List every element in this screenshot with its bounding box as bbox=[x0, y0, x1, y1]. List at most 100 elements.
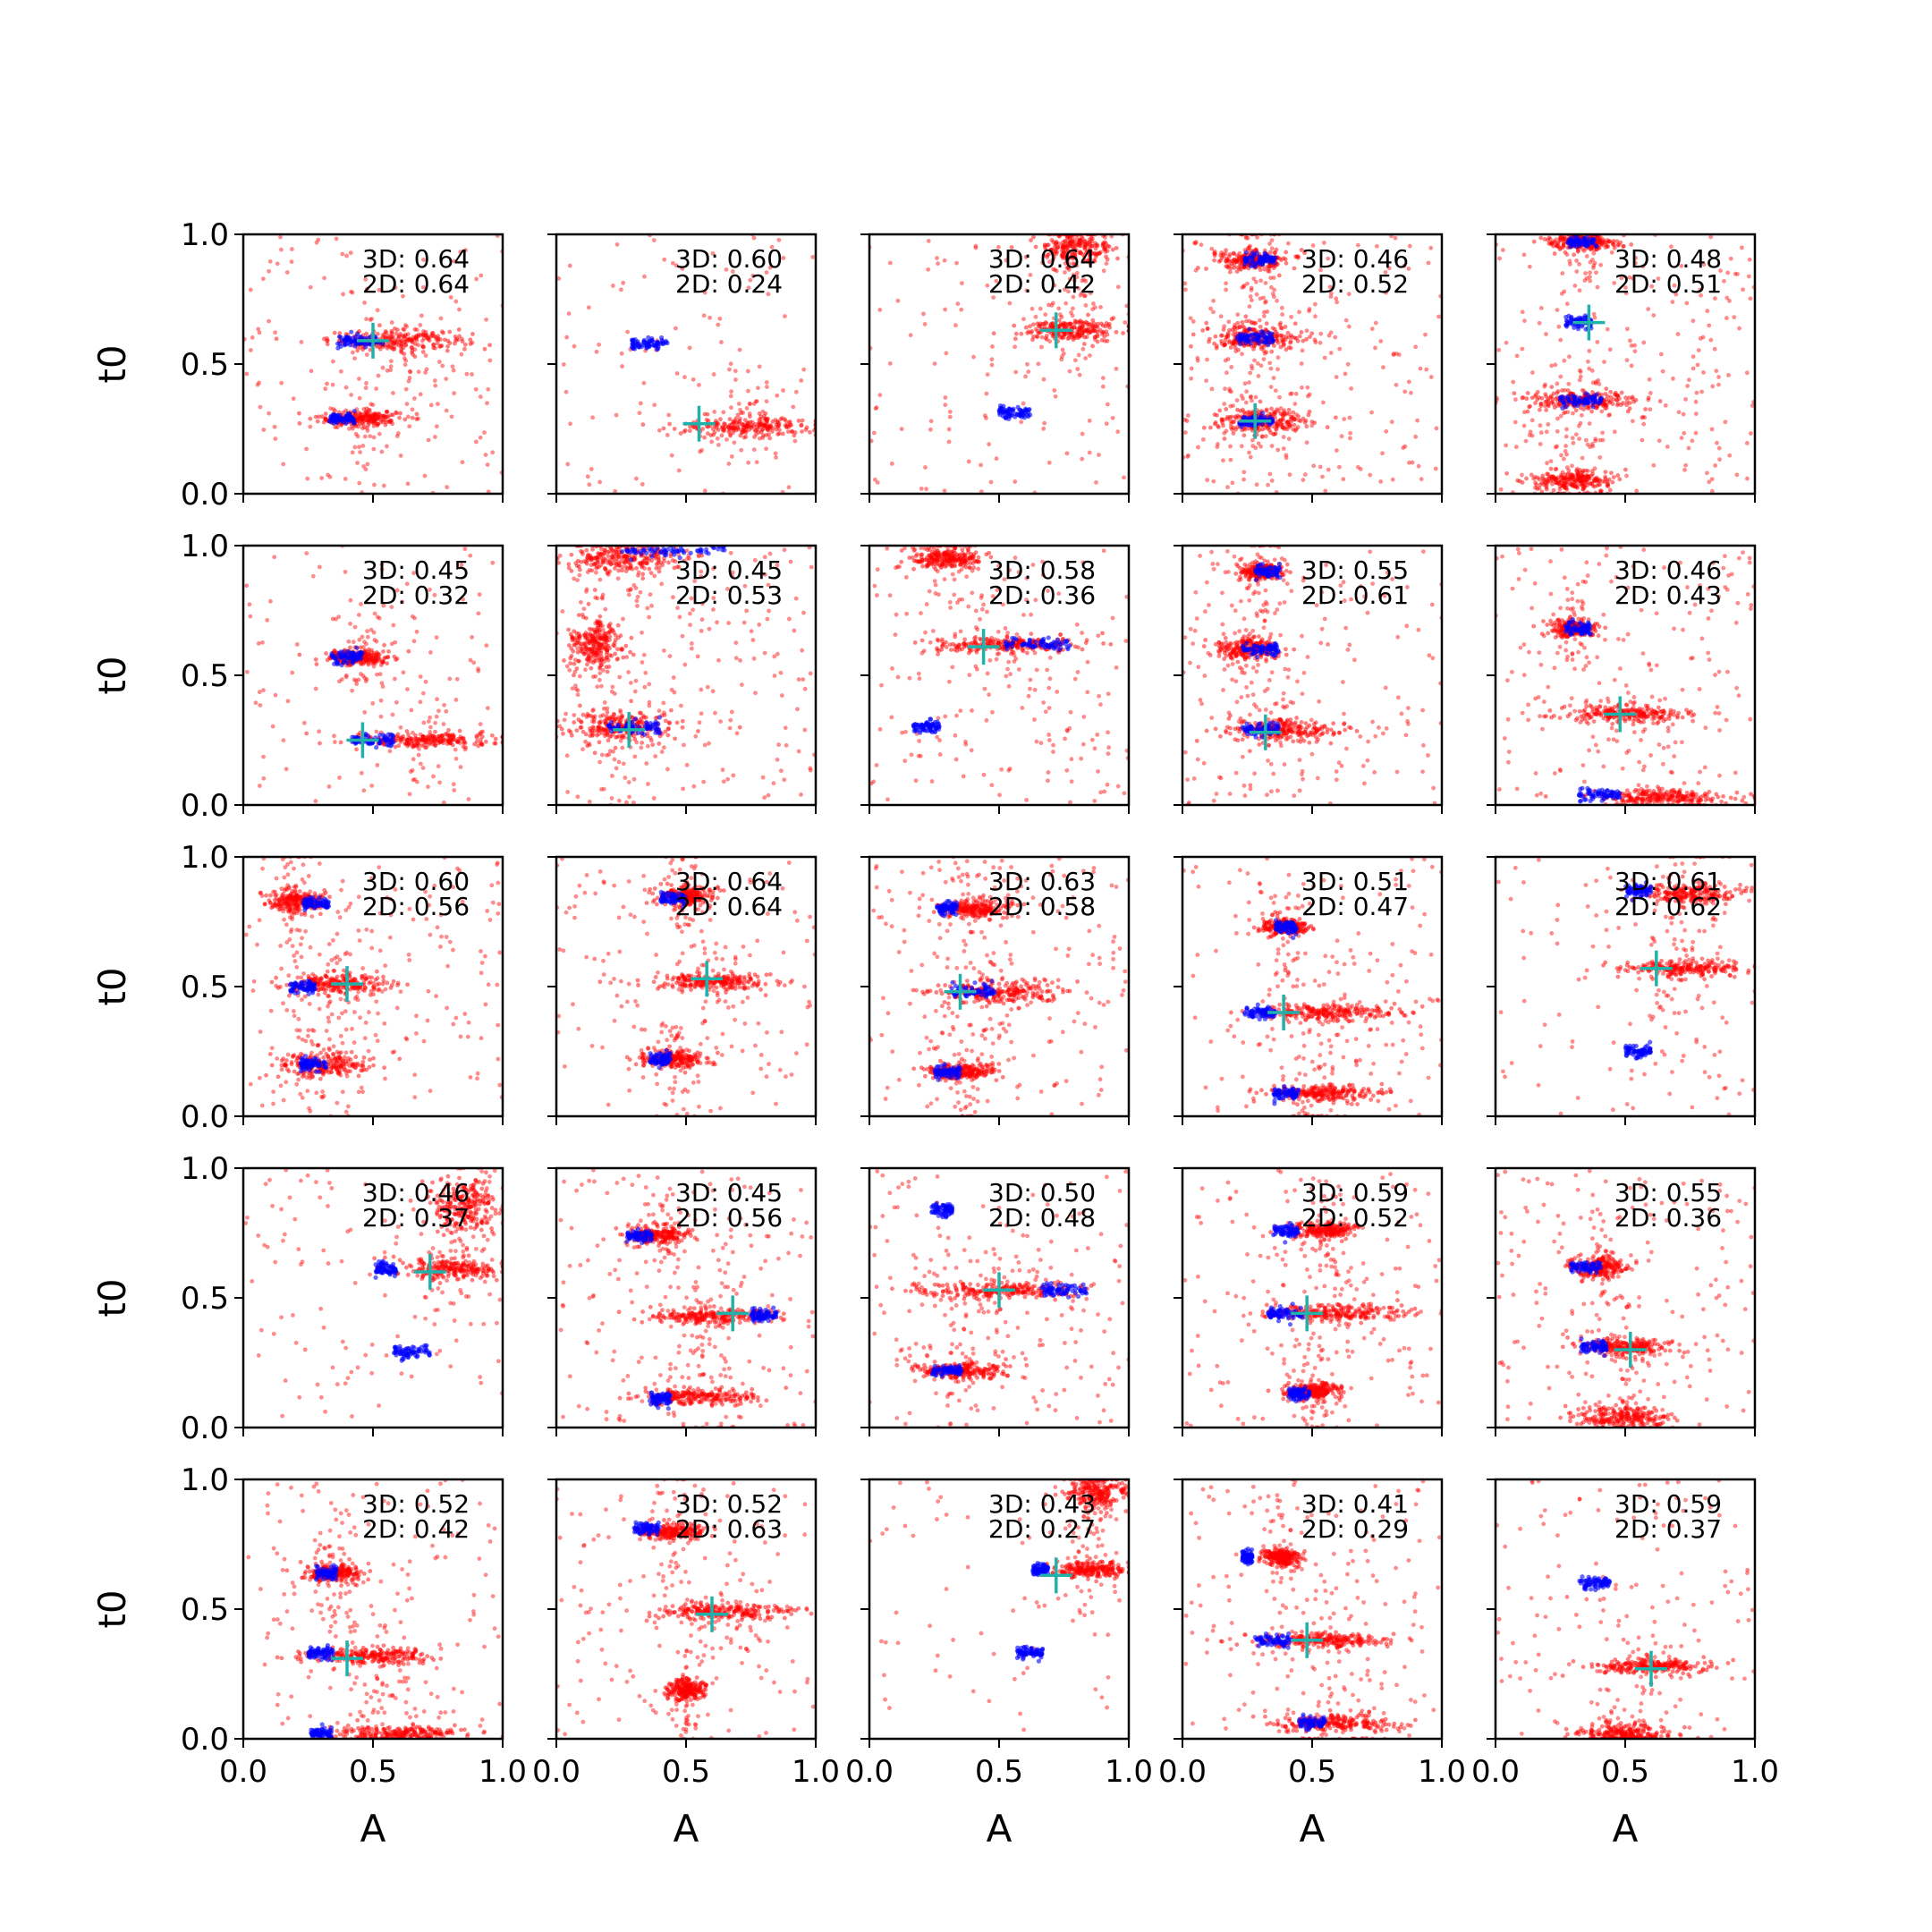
red-sample-point bbox=[670, 260, 675, 266]
red-sample-point bbox=[489, 733, 495, 738]
red-sample-point bbox=[321, 336, 326, 342]
red-sample-point bbox=[1200, 328, 1206, 333]
red-sample-point bbox=[1607, 412, 1613, 418]
red-sample-point bbox=[1074, 270, 1080, 275]
red-sample-point bbox=[1709, 477, 1715, 482]
red-sample-point bbox=[420, 766, 426, 770]
blue-sample-point bbox=[646, 339, 651, 344]
red-sample-point bbox=[1207, 339, 1211, 344]
red-sample-point bbox=[431, 342, 436, 347]
red-sample-point bbox=[944, 351, 949, 356]
red-sample-point bbox=[1611, 475, 1616, 479]
red-sample-point bbox=[1574, 269, 1580, 274]
red-sample-point bbox=[1537, 407, 1542, 412]
red-sample-point bbox=[348, 621, 352, 626]
red-sample-point bbox=[386, 414, 391, 419]
red-sample-point bbox=[1670, 300, 1675, 304]
red-sample-point bbox=[428, 650, 433, 655]
red-sample-point bbox=[416, 752, 421, 758]
red-sample-point bbox=[1339, 434, 1344, 439]
red-sample-point bbox=[1091, 321, 1097, 326]
red-sample-point bbox=[462, 547, 468, 552]
red-sample-point bbox=[691, 377, 696, 382]
red-sample-point bbox=[1081, 293, 1087, 299]
red-sample-point bbox=[1288, 339, 1293, 343]
red-sample-point bbox=[1300, 348, 1305, 353]
red-sample-point bbox=[408, 369, 413, 375]
red-sample-point bbox=[740, 422, 745, 428]
red-sample-point bbox=[676, 468, 682, 473]
red-sample-point bbox=[625, 329, 630, 335]
red-sample-point bbox=[803, 428, 809, 432]
red-sample-point bbox=[1241, 470, 1247, 475]
red-sample-point bbox=[349, 393, 353, 397]
red-sample-point bbox=[453, 747, 458, 752]
red-sample-point bbox=[887, 260, 893, 266]
red-sample-point bbox=[1744, 441, 1750, 445]
blue-sample-point bbox=[1562, 395, 1567, 401]
red-sample-point bbox=[1335, 448, 1339, 453]
red-sample-point bbox=[1080, 321, 1086, 326]
red-sample-point bbox=[380, 418, 386, 423]
red-sample-point bbox=[1520, 472, 1524, 478]
red-sample-point bbox=[778, 417, 784, 422]
red-sample-point bbox=[1750, 403, 1755, 408]
red-sample-point bbox=[1527, 264, 1532, 269]
red-sample-point bbox=[468, 553, 473, 558]
red-sample-point bbox=[1590, 380, 1596, 386]
red-sample-point bbox=[291, 396, 296, 402]
red-sample-point bbox=[1707, 479, 1712, 485]
red-sample-point bbox=[389, 331, 394, 336]
red-sample-point bbox=[1268, 284, 1274, 290]
red-sample-point bbox=[1104, 421, 1109, 427]
red-sample-point bbox=[1590, 390, 1595, 394]
red-sample-point bbox=[1247, 245, 1252, 250]
red-sample-point bbox=[1004, 258, 1009, 263]
red-sample-point bbox=[1545, 480, 1550, 485]
red-sample-point bbox=[1241, 477, 1247, 482]
red-sample-point bbox=[1648, 391, 1653, 395]
red-sample-point bbox=[493, 741, 498, 746]
red-sample-point bbox=[1318, 331, 1324, 336]
red-sample-point bbox=[1282, 342, 1287, 347]
blue-sample-point bbox=[647, 343, 652, 349]
red-sample-point bbox=[1744, 370, 1750, 376]
red-sample-point bbox=[294, 641, 300, 647]
red-sample-point bbox=[1224, 414, 1230, 419]
red-sample-point bbox=[1280, 418, 1285, 423]
red-sample-point bbox=[1208, 425, 1213, 430]
red-sample-point bbox=[1256, 373, 1261, 378]
red-sample-point bbox=[403, 358, 409, 363]
red-sample-point bbox=[384, 410, 389, 414]
red-sample-point bbox=[1597, 437, 1603, 443]
red-sample-point bbox=[1072, 358, 1078, 363]
red-sample-point bbox=[1090, 343, 1095, 349]
red-sample-point bbox=[1576, 423, 1581, 428]
red-sample-point bbox=[1222, 342, 1227, 346]
red-sample-point bbox=[750, 273, 756, 278]
red-sample-point bbox=[480, 734, 485, 739]
red-sample-point bbox=[363, 277, 369, 282]
red-sample-point bbox=[1251, 276, 1257, 282]
red-sample-point bbox=[1082, 335, 1087, 340]
red-sample-point bbox=[1034, 334, 1039, 339]
red-sample-point bbox=[1021, 401, 1026, 406]
red-sample-point bbox=[741, 428, 746, 432]
red-sample-point bbox=[1250, 366, 1255, 371]
red-sample-point bbox=[1247, 450, 1251, 455]
red-sample-point bbox=[1278, 325, 1284, 330]
blue-sample-point bbox=[1247, 326, 1252, 332]
red-sample-point bbox=[800, 429, 804, 434]
red-sample-point bbox=[404, 738, 410, 742]
red-sample-point bbox=[750, 425, 754, 430]
red-sample-point bbox=[1061, 254, 1065, 259]
red-sample-point bbox=[715, 436, 720, 441]
red-sample-point bbox=[1224, 370, 1229, 376]
red-sample-point bbox=[1563, 449, 1568, 453]
red-sample-point bbox=[921, 311, 926, 317]
blue-sample-point bbox=[1588, 394, 1594, 400]
red-sample-point bbox=[1073, 242, 1078, 248]
red-sample-point bbox=[729, 389, 733, 394]
red-sample-point bbox=[1718, 268, 1723, 274]
blue-sample-point bbox=[1576, 398, 1581, 403]
